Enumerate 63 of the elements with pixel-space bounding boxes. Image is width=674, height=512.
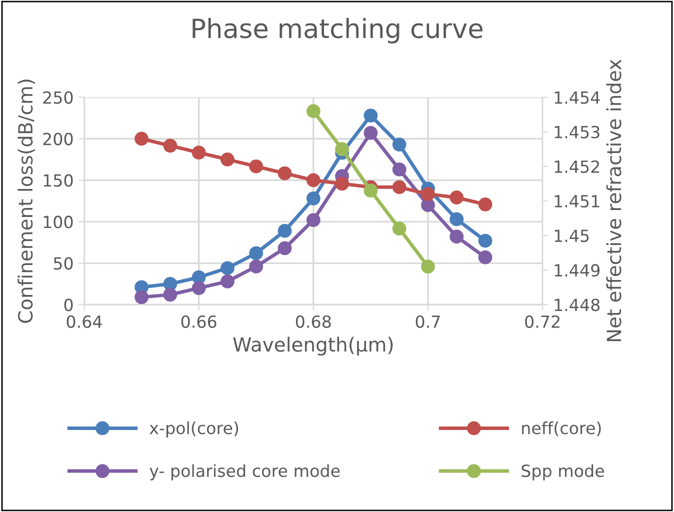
y-tick-label: 0 xyxy=(64,298,73,312)
x-tick-label: 0.7 xyxy=(416,315,440,328)
y2-axis-title: Net effective refractive index xyxy=(606,60,622,342)
point xyxy=(278,224,292,238)
point xyxy=(392,138,406,152)
point xyxy=(249,260,264,274)
legend-label: x-pol(core) xyxy=(150,421,238,438)
point xyxy=(134,132,148,146)
chart-title: Phase matching curve xyxy=(192,18,482,44)
point xyxy=(335,176,349,191)
point xyxy=(306,192,320,206)
point xyxy=(478,234,492,248)
point xyxy=(249,159,264,174)
y2-tick-label: 1.448 xyxy=(554,298,600,312)
y2-tick-label: 1.452 xyxy=(554,160,600,173)
x-tick-label: 0.66 xyxy=(181,315,216,328)
point xyxy=(364,108,378,122)
point xyxy=(192,146,206,160)
x-tick-label: 0.64 xyxy=(66,315,102,328)
point xyxy=(306,213,320,227)
point xyxy=(134,290,148,304)
point xyxy=(421,198,435,212)
point xyxy=(421,187,435,201)
y2-tick-label: 1.451 xyxy=(554,195,600,208)
y-tick-label: 250 xyxy=(43,91,73,104)
y-tick-label: 150 xyxy=(44,174,73,187)
y-axis-title: Confinement loss(dB/cm) xyxy=(18,80,35,323)
point xyxy=(364,126,378,140)
point xyxy=(392,162,406,176)
point xyxy=(450,230,464,244)
y2-tick-label: 1.45 xyxy=(554,230,589,242)
point xyxy=(163,138,178,153)
legend-label: Spp mode xyxy=(522,464,604,480)
legend-label: y- polarised core mode xyxy=(150,464,340,480)
y-tick-label: 200 xyxy=(43,132,73,146)
y2-tick-label: 1.449 xyxy=(554,264,600,277)
point xyxy=(421,260,435,274)
x-axis-title: Wavelength(µm) xyxy=(233,336,393,356)
point xyxy=(220,261,234,276)
point xyxy=(163,288,178,302)
point xyxy=(306,173,320,188)
point xyxy=(220,152,234,166)
point xyxy=(478,197,492,212)
point xyxy=(192,281,206,295)
point xyxy=(478,250,492,264)
point xyxy=(249,246,264,260)
point xyxy=(392,180,406,194)
point xyxy=(306,104,320,118)
point xyxy=(278,241,292,256)
point xyxy=(278,166,292,180)
point xyxy=(220,274,234,288)
y2-tick-label: 1.453 xyxy=(554,126,600,138)
point xyxy=(335,142,349,156)
legend-label: neff(core) xyxy=(522,421,601,436)
point xyxy=(450,190,464,204)
point xyxy=(392,222,406,236)
y-tick-label: 50 xyxy=(54,257,73,270)
x-tick-label: 0.72 xyxy=(525,315,560,328)
x-tick-label: 0.68 xyxy=(296,315,331,328)
point xyxy=(450,212,464,226)
point xyxy=(364,184,378,198)
y2-tick-label: 1.454 xyxy=(554,91,600,104)
y-tick-label: 100 xyxy=(44,216,73,228)
